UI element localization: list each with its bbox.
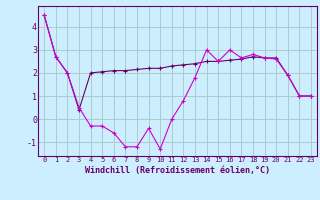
X-axis label: Windchill (Refroidissement éolien,°C): Windchill (Refroidissement éolien,°C)	[85, 166, 270, 175]
